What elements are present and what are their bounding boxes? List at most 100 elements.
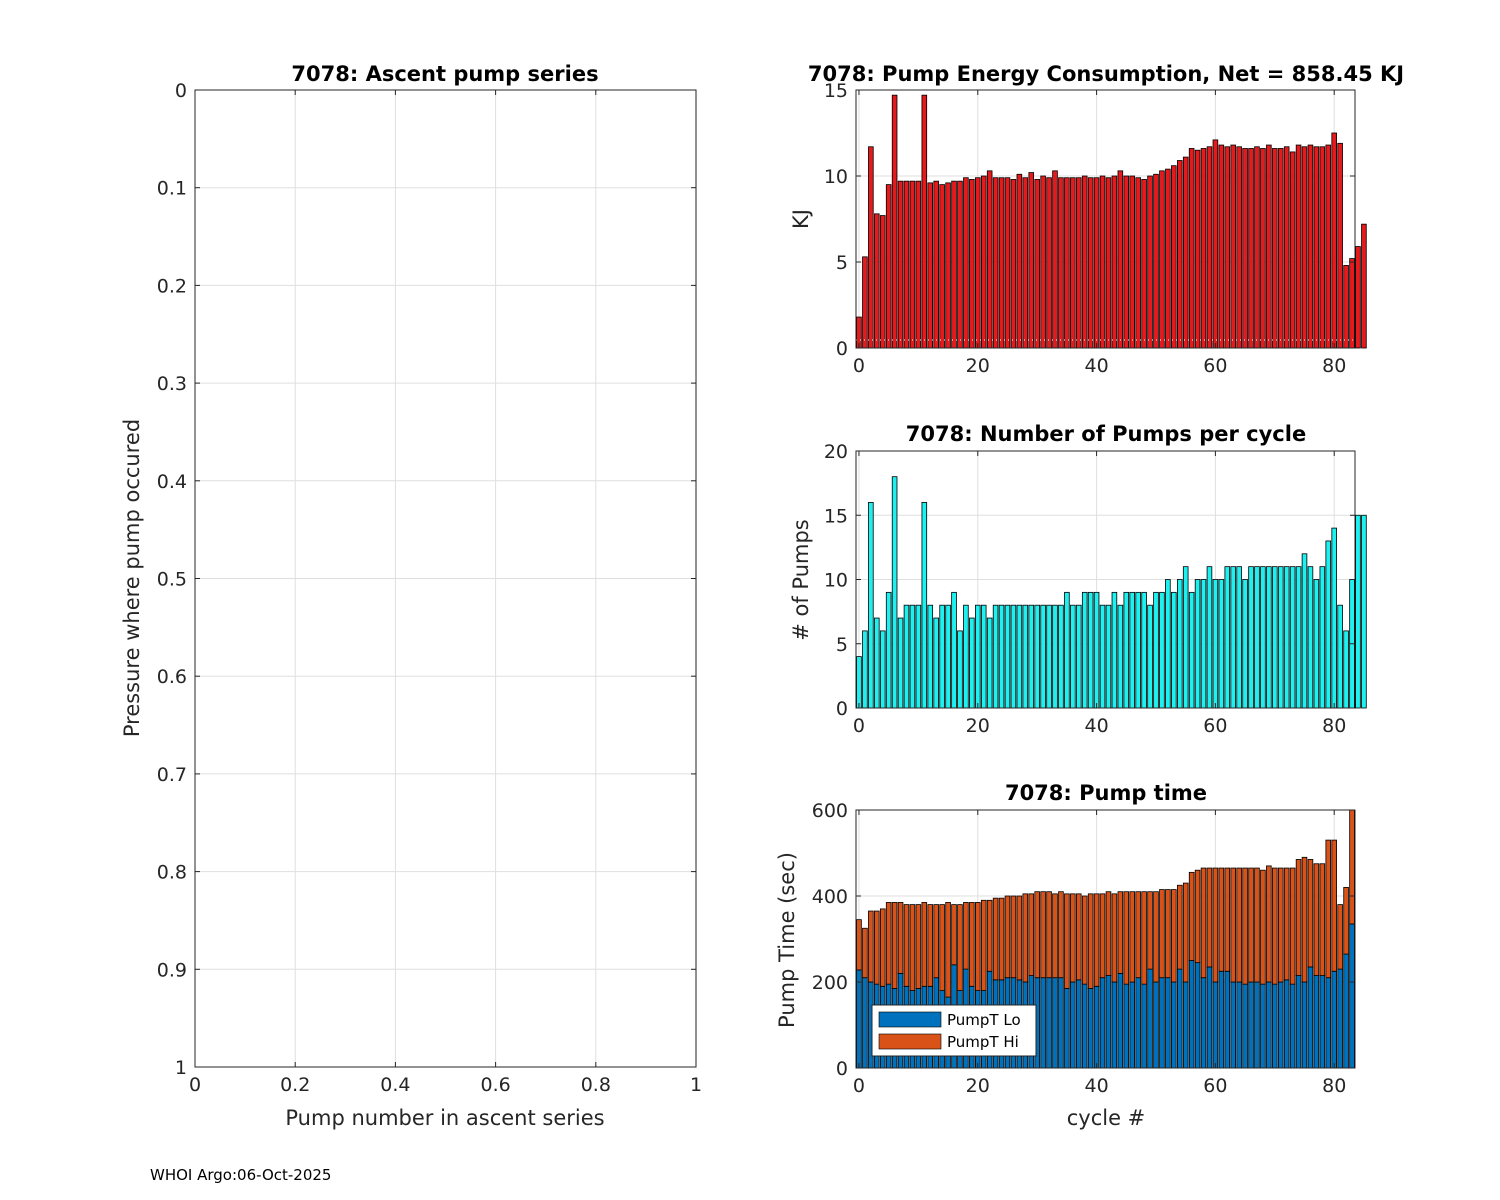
bar-pumpt-lo xyxy=(1313,975,1320,1069)
bar-pumpt-lo xyxy=(1081,983,1088,1069)
bar-pumpt-hi xyxy=(1295,859,1302,976)
bar-pumpt-hi xyxy=(1081,895,1088,985)
bar-pumpt-lo xyxy=(1325,977,1332,1069)
bar-pumpt-hi xyxy=(1046,891,1052,979)
bar-pumpt-hi xyxy=(1058,891,1064,979)
bar-pumpt-hi xyxy=(1283,867,1290,981)
y-tick-label: 1 xyxy=(175,1057,187,1079)
bar-pumpt-lo xyxy=(1254,981,1260,1069)
bar xyxy=(1349,258,1355,349)
bar-pumpt-lo xyxy=(1277,981,1284,1069)
bar xyxy=(868,501,874,709)
bar xyxy=(1272,566,1278,709)
bar-pumpt-hi xyxy=(1135,891,1141,979)
bar xyxy=(1064,177,1070,349)
bar xyxy=(1016,604,1023,709)
bar xyxy=(1200,148,1207,349)
bar xyxy=(891,476,898,709)
bar xyxy=(1093,177,1100,349)
bar xyxy=(1105,604,1112,709)
bar xyxy=(1325,144,1332,349)
bar xyxy=(1218,579,1225,709)
bar xyxy=(927,182,934,349)
bar-pumpt-hi xyxy=(1325,839,1332,979)
bar xyxy=(1266,144,1272,349)
bar xyxy=(1010,604,1017,709)
bar xyxy=(1283,146,1290,349)
bar xyxy=(1135,177,1141,349)
bar-pumpt-hi xyxy=(1087,893,1094,989)
bar-pumpt-hi xyxy=(1343,887,1349,955)
y-tick-label: 5 xyxy=(836,252,848,274)
bar-pumpt-hi xyxy=(1188,871,1195,961)
bar-pumpt-lo xyxy=(1295,975,1302,1069)
bar xyxy=(1070,177,1076,349)
energy-plot-area xyxy=(856,90,1355,348)
x-tick-label: 0.4 xyxy=(380,1074,410,1096)
bar xyxy=(1331,527,1337,709)
bar-pumpt-lo xyxy=(1052,977,1058,1069)
bar xyxy=(1153,591,1159,709)
bar-pumpt-hi xyxy=(951,904,957,966)
bar-pumpt-hi xyxy=(1349,809,1355,925)
x-tick-label: 0.2 xyxy=(280,1074,310,1096)
bar-pumpt-lo xyxy=(1099,977,1106,1069)
bar xyxy=(939,184,945,349)
bar-pumpt-hi xyxy=(1176,884,1183,970)
y-tick-label: 10 xyxy=(824,570,848,592)
bar xyxy=(915,180,922,349)
pumptime-xlabel: cycle # xyxy=(1067,1106,1146,1130)
bar xyxy=(1260,148,1266,349)
bar xyxy=(1147,175,1153,349)
bar xyxy=(1272,148,1278,349)
bar xyxy=(862,630,868,709)
y-tick-label: 0.7 xyxy=(157,764,187,786)
bar xyxy=(1165,168,1171,349)
bar xyxy=(969,617,975,709)
bar xyxy=(1218,144,1225,349)
bar-pumpt-hi xyxy=(1123,891,1130,985)
bar-pumpt-lo xyxy=(1194,962,1201,1069)
bar-pumpt-hi xyxy=(975,902,981,992)
bar-pumpt-hi xyxy=(1159,889,1165,979)
bar xyxy=(980,175,987,349)
bar-pumpt-hi xyxy=(1307,859,1314,968)
bar xyxy=(1159,591,1165,709)
bar xyxy=(1277,148,1284,349)
bar-pumpt-lo xyxy=(1135,977,1141,1069)
bar-pumpt-lo xyxy=(1349,923,1355,1069)
bar-pumpt-lo xyxy=(1343,953,1349,1069)
bar xyxy=(980,604,987,709)
bar-pumpt-hi xyxy=(1022,893,1029,983)
bar xyxy=(856,656,862,709)
energy-axes-box xyxy=(855,89,1356,349)
bar-pumpt-lo xyxy=(1242,983,1248,1069)
y-tick-label: 5 xyxy=(836,634,848,656)
bar xyxy=(868,146,874,349)
bar xyxy=(897,617,904,709)
bar xyxy=(909,604,916,709)
bar xyxy=(1046,177,1052,349)
y-tick-label: 0.3 xyxy=(157,373,187,395)
bar xyxy=(885,591,892,709)
bar-pumpt-hi xyxy=(969,902,975,987)
bar-pumpt-hi xyxy=(1111,893,1118,983)
y-tick-label: 15 xyxy=(824,80,848,102)
x-tick-label: 20 xyxy=(966,1075,990,1097)
energy-panel: 0 20 40 60 80 0 5 10 15 7078: Pump Energy Consum… xyxy=(789,62,1404,377)
x-tick-label: 80 xyxy=(1322,715,1346,737)
bar xyxy=(1141,179,1147,349)
bar xyxy=(1153,173,1159,349)
bar-pumpt-hi xyxy=(1070,893,1076,983)
ascent-pump-panel: 0 0.2 0.4 0.6 0.8 100.10.20.30.40.50.60.70.80… xyxy=(120,62,702,1130)
bar xyxy=(1004,177,1011,349)
y-tick-label: 10 xyxy=(824,166,848,188)
bar-pumpt-lo xyxy=(1331,970,1337,1069)
bar xyxy=(1028,604,1035,709)
x-tick-label: 0.6 xyxy=(480,1074,510,1096)
bar-pumpt-lo xyxy=(1129,981,1136,1069)
bar xyxy=(963,604,969,709)
x-tick-label: 60 xyxy=(1203,355,1227,377)
bar-pumpt-hi xyxy=(1319,863,1326,976)
bar-pumpt-hi xyxy=(1165,889,1171,979)
